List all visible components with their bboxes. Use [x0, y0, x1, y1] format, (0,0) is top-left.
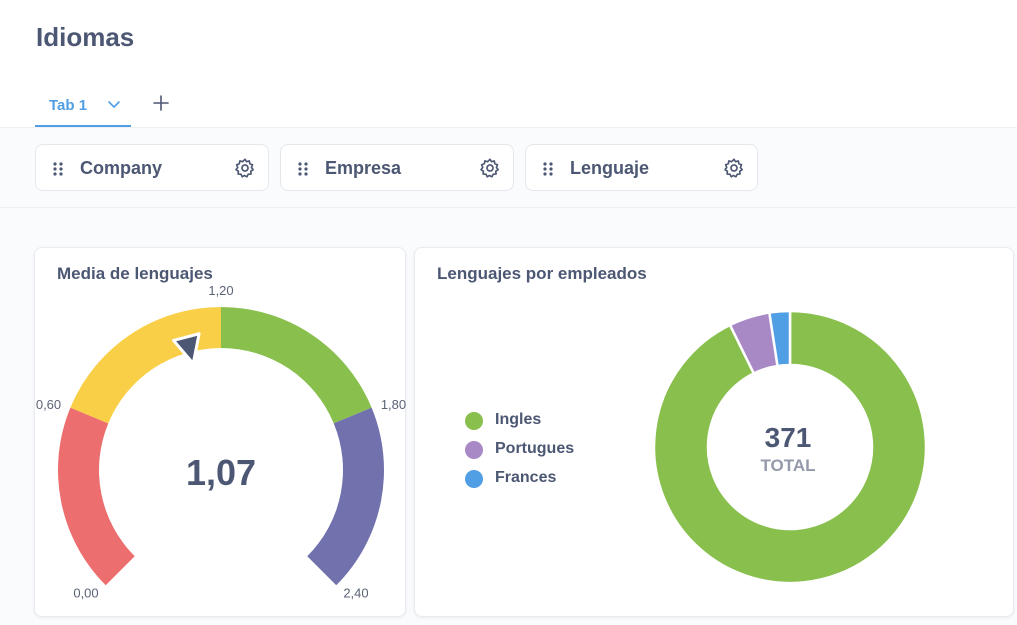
gauge-tick-label: 2,40: [343, 585, 368, 600]
grabber-icon[interactable]: [297, 161, 309, 177]
gear-icon[interactable]: [723, 157, 745, 179]
donut-slice-ingles[interactable]: [652, 309, 928, 585]
legend-dot: [465, 441, 483, 459]
donut-total-label: TOTAL: [760, 456, 816, 475]
filter-lenguaje[interactable]: Lenguaje: [525, 144, 758, 191]
donut-slice-frances[interactable]: [767, 309, 792, 368]
gauge-needle: [172, 332, 201, 366]
legend-label: Ingles: [495, 411, 542, 428]
gauge-card[interactable]: Media de lenguajes 0,00 0,60 1,20 1,80 2,40 …: [34, 247, 406, 617]
plus-icon[interactable]: [150, 92, 172, 114]
legend-label: Portugues: [495, 440, 575, 457]
donut-chart: [652, 309, 928, 585]
gauge-segment-2: [221, 307, 372, 424]
gauge-tick-label: 1,20: [208, 283, 233, 298]
grabber-icon[interactable]: [52, 161, 64, 177]
legend-dot: [465, 412, 483, 430]
gauge-tick-label: 0,00: [73, 585, 98, 600]
gauge-value: 1,07: [185, 452, 257, 493]
tab-label: Tab 1: [49, 97, 88, 114]
tab-1[interactable]: Tab 1: [35, 86, 131, 127]
dashboard-header: Idiomas Tab 1: [0, 0, 1017, 128]
filter-company[interactable]: Company: [35, 144, 269, 191]
filter-empresa[interactable]: Empresa: [280, 144, 514, 191]
gear-icon[interactable]: [479, 157, 501, 179]
gauge-chart: 0,00 0,60 1,20 1,80 2,40: [36, 283, 406, 600]
filter-label: Company: [80, 158, 163, 178]
legend-dot: [465, 470, 483, 488]
legend-label: Frances: [495, 469, 557, 486]
gauge-segment-1: [70, 307, 221, 424]
card-title: Lenguajes por empleados: [437, 264, 647, 283]
page-title: Idiomas: [36, 22, 135, 52]
card-title: Media de lenguajes: [57, 264, 213, 283]
filter-label: Empresa: [325, 158, 402, 178]
grabber-icon[interactable]: [542, 161, 554, 177]
gauge-tick-label: 1,80: [381, 397, 406, 412]
donut-card[interactable]: Lenguajes por empleados Ingles Portugues F…: [414, 247, 1014, 617]
donut-total-value: 371: [764, 422, 812, 453]
chevron-down-icon[interactable]: [107, 100, 121, 110]
gauge-segment-0: [58, 407, 135, 586]
filter-bar: Company Empresa Lenguaje: [0, 128, 1017, 208]
gear-icon[interactable]: [234, 157, 256, 179]
gauge-segment-3: [307, 407, 384, 586]
gauge-tick-label: 0,60: [36, 397, 61, 412]
filter-label: Lenguaje: [570, 158, 650, 178]
